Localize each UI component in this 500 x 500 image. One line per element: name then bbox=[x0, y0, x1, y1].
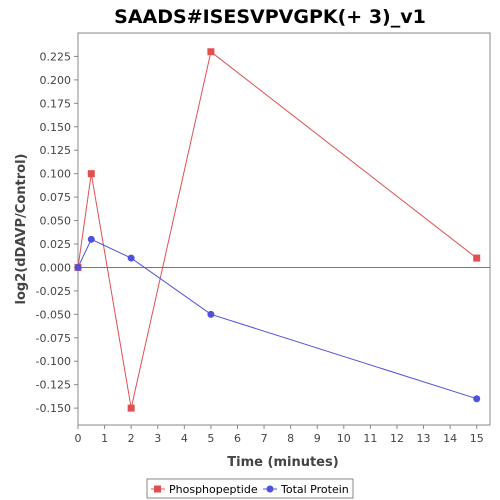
y-tick-label: 0.000 bbox=[40, 261, 72, 274]
legend-marker-total-protein bbox=[266, 485, 274, 493]
y-tick-label: -0.025 bbox=[36, 285, 71, 298]
x-tick-label: 11 bbox=[363, 432, 377, 445]
y-tick-label: 0.200 bbox=[40, 74, 72, 87]
x-tick-label: 14 bbox=[443, 432, 457, 445]
axis-ticks: 0 1 2 3 4 5 6 7 8 9 10 11 12 13 14 15-0.150-0.125-0.100… bbox=[36, 50, 490, 445]
legend-marker-phosphopeptide bbox=[154, 485, 161, 493]
data-point-total-protein bbox=[473, 395, 481, 403]
y-tick-label: 0.225 bbox=[40, 50, 72, 63]
y-tick-label: 0.100 bbox=[40, 168, 72, 181]
series-markers bbox=[74, 48, 481, 412]
x-tick-label: 3 bbox=[154, 432, 161, 445]
x-tick-label: 12 bbox=[390, 432, 404, 445]
x-tick-label: 8 bbox=[287, 432, 294, 445]
x-tick-label: 7 bbox=[261, 432, 268, 445]
x-tick-label: 15 bbox=[470, 432, 484, 445]
x-tick-label: 13 bbox=[417, 432, 431, 445]
y-tick-label: 0.125 bbox=[40, 144, 72, 157]
y-tick-label: -0.050 bbox=[36, 308, 71, 321]
legend-label-total-protein: Total Protein bbox=[280, 483, 349, 496]
legend-box bbox=[146, 478, 354, 499]
x-tick-label: 9 bbox=[314, 432, 321, 445]
y-tick-label: -0.100 bbox=[36, 355, 71, 368]
y-tick-label: 0.050 bbox=[40, 215, 72, 228]
y-tick-label: 0.175 bbox=[40, 97, 72, 110]
y-tick-label: -0.075 bbox=[36, 332, 71, 345]
chart-title: SAADS#ISESVPVGPK(+ 3)_v1 bbox=[114, 6, 426, 28]
x-tick-label: 2 bbox=[128, 432, 135, 445]
data-point-total-protein bbox=[74, 263, 82, 271]
data-point-total-protein bbox=[127, 254, 135, 262]
x-tick-label: 4 bbox=[181, 432, 188, 445]
x-tick-label: 0 bbox=[75, 432, 82, 445]
y-tick-label: 0.025 bbox=[40, 238, 72, 251]
legend: Phosphopeptide Total Protein bbox=[146, 478, 354, 499]
data-point-phosphopeptide bbox=[87, 170, 95, 178]
data-point-phosphopeptide bbox=[127, 404, 135, 412]
x-tick-label: 10 bbox=[337, 432, 351, 445]
y-tick-label: -0.125 bbox=[36, 379, 71, 392]
data-point-phosphopeptide bbox=[473, 254, 481, 262]
x-axis-title: Time (minutes) bbox=[227, 455, 338, 470]
data-point-phosphopeptide bbox=[207, 48, 215, 56]
y-tick-label: 0.150 bbox=[40, 121, 72, 134]
y-axis-title: log2(dDAVP/Control) bbox=[14, 154, 29, 305]
legend-label-phosphopeptide: Phosphopeptide bbox=[169, 483, 258, 496]
data-point-total-protein bbox=[87, 235, 95, 243]
plot-area bbox=[77, 32, 491, 426]
y-tick-label: -0.150 bbox=[36, 402, 71, 415]
y-tick-label: 0.075 bbox=[40, 191, 72, 204]
x-tick-label: 5 bbox=[207, 432, 214, 445]
x-tick-label: 6 bbox=[234, 432, 241, 445]
x-tick-label: 1 bbox=[101, 432, 108, 445]
data-point-total-protein bbox=[207, 310, 215, 318]
